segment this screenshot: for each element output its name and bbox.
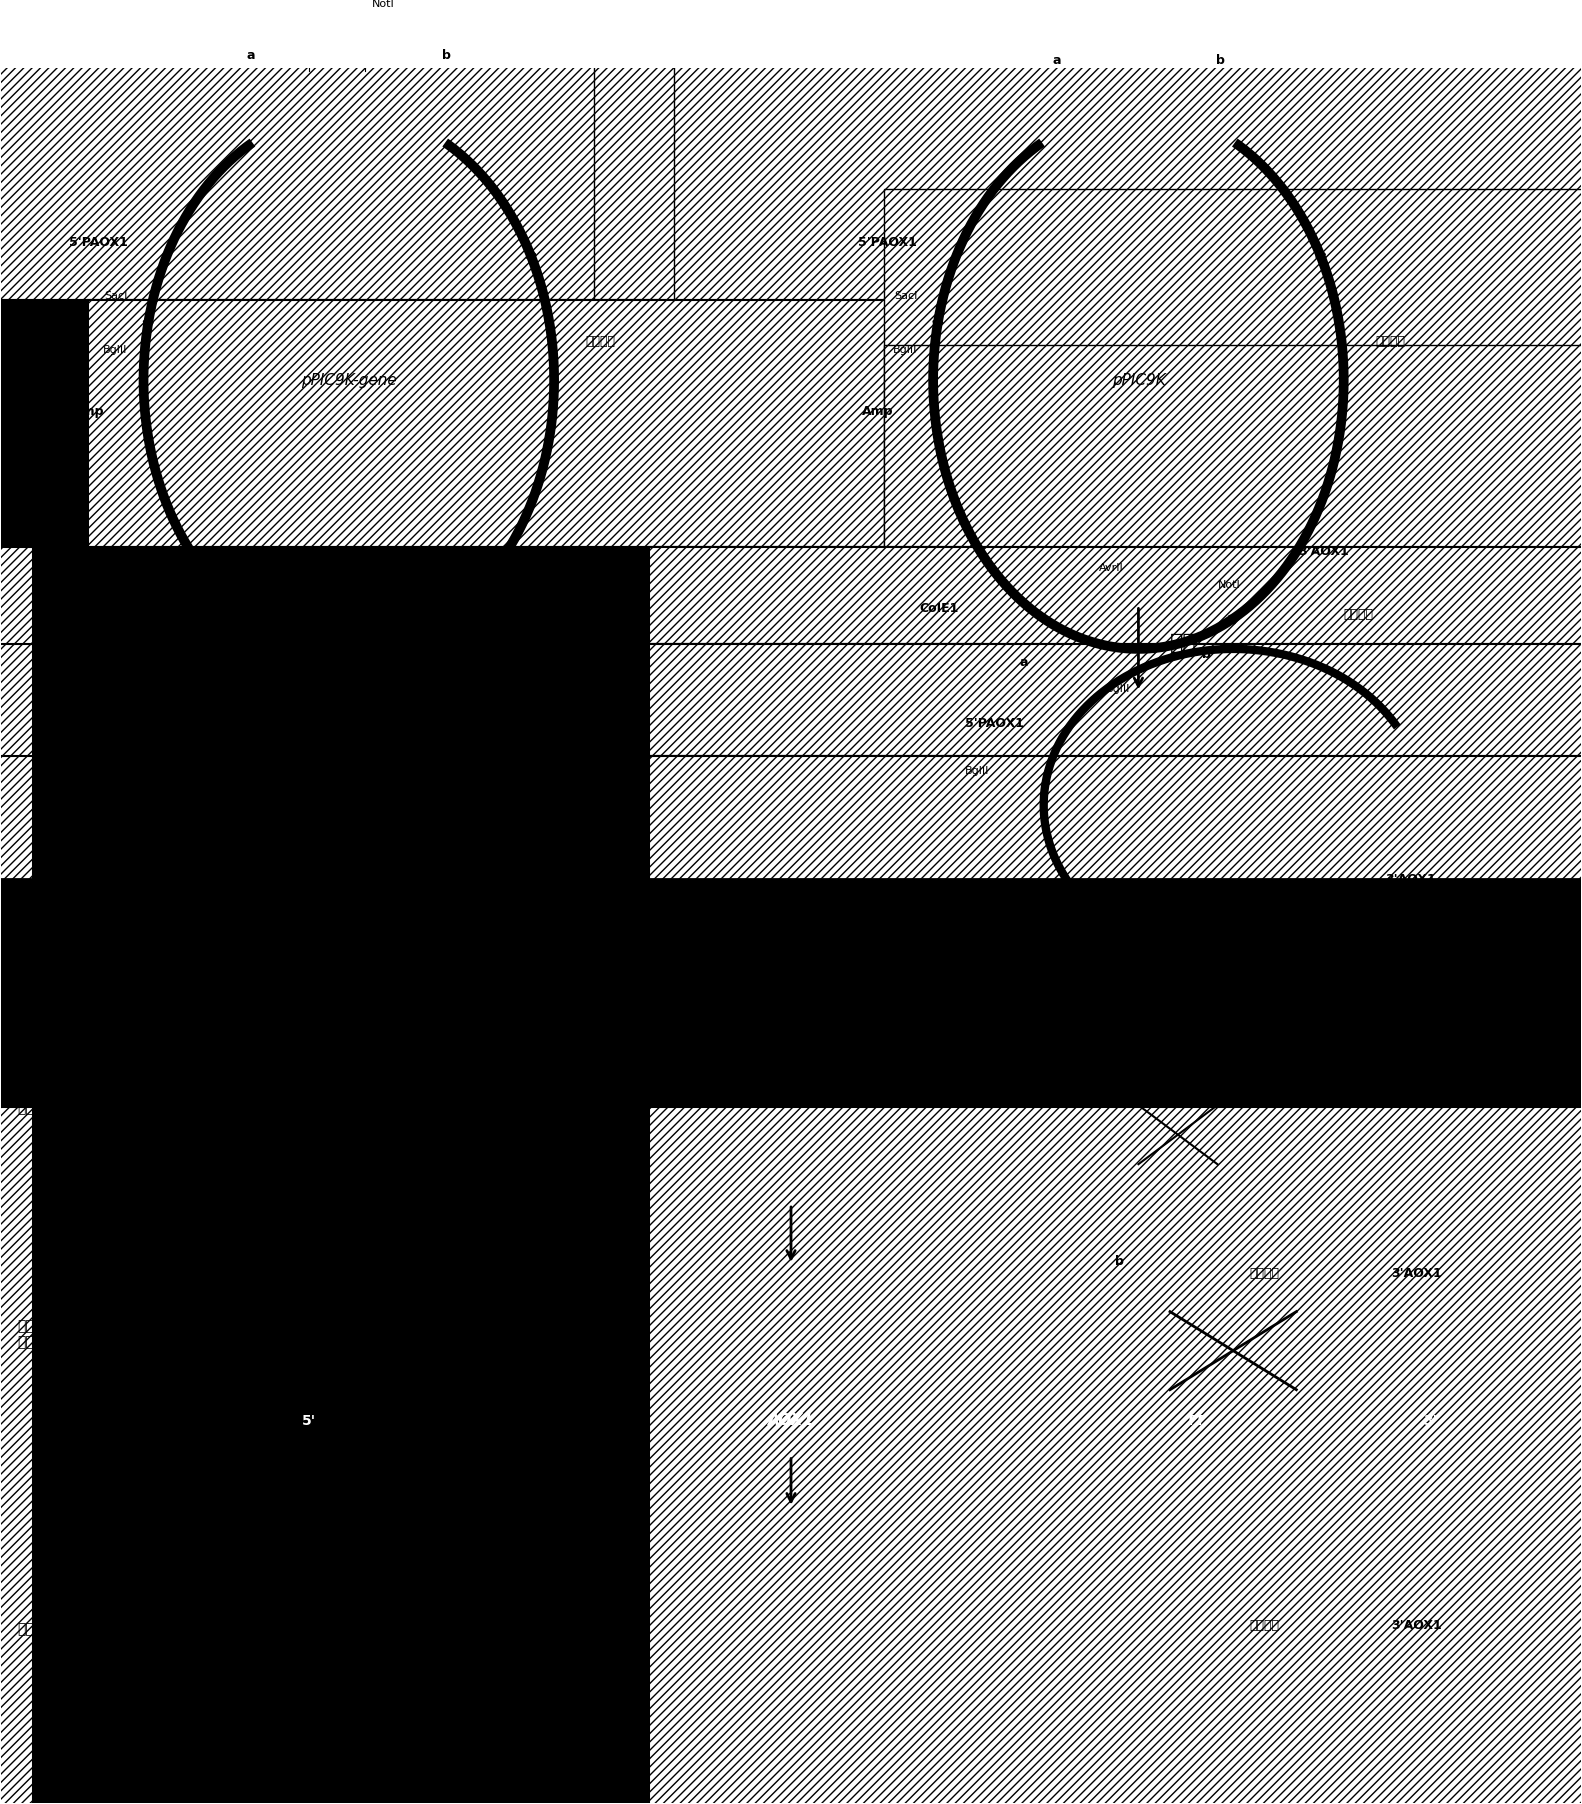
FancyBboxPatch shape	[0, 987, 1582, 1804]
Text: a: a	[247, 49, 255, 61]
Text: BglII: BglII	[965, 767, 989, 776]
FancyBboxPatch shape	[0, 299, 1036, 1380]
Text: 5': 5'	[302, 1414, 315, 1429]
Text: a: a	[89, 792, 98, 806]
Text: a: a	[498, 1256, 508, 1268]
Text: 5'Pᴀᴏˣ₁: 5'Pᴀᴏˣ₁	[302, 1618, 342, 1627]
Text: 3'AOX1: 3'AOX1	[1384, 873, 1435, 886]
Text: b: b	[1217, 54, 1224, 67]
Text: Amp: Amp	[862, 404, 894, 419]
FancyBboxPatch shape	[0, 547, 981, 1625]
Text: SacI: SacI	[104, 290, 128, 301]
Text: b: b	[1115, 1043, 1123, 1055]
Text: 3'AOX1: 3'AOX1	[1297, 545, 1349, 557]
Text: pPIC9K-gene: pPIC9K-gene	[301, 372, 397, 388]
Text: 筛选标记: 筛选标记	[1375, 336, 1405, 348]
Text: 质粒片段与酵母
基因组同源重组: 质粒片段与酵母 基因组同源重组	[17, 1319, 76, 1349]
Text: b: b	[443, 49, 451, 61]
Text: NotI: NotI	[372, 0, 396, 9]
Text: AvrII: AvrII	[1099, 563, 1123, 574]
Text: b: b	[1202, 648, 1210, 660]
Text: BglII: BglII	[103, 345, 128, 355]
Text: Amp: Amp	[73, 404, 104, 419]
Text: 5'Pᴀᴏˣ₁: 5'Pᴀᴏˣ₁	[302, 1268, 342, 1279]
Text: pPIC9K: pPIC9K	[1112, 372, 1166, 388]
Text: TT: TT	[1186, 1414, 1205, 1429]
Text: 易错PCR产物: 易错PCR产物	[337, 879, 408, 893]
Text: 易错PCR: 易错PCR	[427, 718, 495, 736]
Text: 重组酵母基因组: 重组酵母基因组	[17, 1622, 76, 1636]
Text: BglII: BglII	[316, 684, 340, 695]
FancyBboxPatch shape	[0, 299, 657, 1380]
Text: 3': 3'	[1422, 1414, 1436, 1429]
FancyBboxPatch shape	[89, 299, 1139, 1380]
FancyBboxPatch shape	[0, 756, 981, 1804]
FancyBboxPatch shape	[0, 0, 799, 655]
Text: CoIE1: CoIE1	[919, 603, 959, 615]
FancyBboxPatch shape	[884, 345, 1582, 1422]
FancyBboxPatch shape	[33, 1108, 1582, 1804]
Text: 共转化酵母宿主菌: 共转化酵母宿主菌	[744, 938, 838, 956]
Text: 筛选标记: 筛选标记	[1248, 1266, 1278, 1281]
FancyBboxPatch shape	[0, 879, 1582, 1804]
Text: CoIE1: CoIE1	[130, 603, 169, 615]
Text: 3'AOX1: 3'AOX1	[1391, 1620, 1441, 1633]
Text: AOX1: AOX1	[767, 1414, 815, 1429]
Text: 3'AOX1: 3'AOX1	[508, 545, 558, 557]
FancyBboxPatch shape	[33, 644, 1582, 1723]
FancyBboxPatch shape	[649, 644, 1582, 1723]
Text: 5'PAOX1: 5'PAOX1	[965, 716, 1024, 731]
Text: a: a	[498, 1043, 508, 1055]
FancyBboxPatch shape	[649, 756, 1582, 1804]
Text: 5'PAOX1: 5'PAOX1	[70, 236, 128, 249]
FancyBboxPatch shape	[33, 547, 1582, 1625]
Text: 3'AOX1: 3'AOX1	[1391, 1266, 1441, 1281]
Text: a: a	[1052, 54, 1060, 67]
Text: a: a	[1020, 657, 1028, 669]
FancyBboxPatch shape	[33, 756, 1582, 1804]
Text: 5'Pᴀᴏˣ₁: 5'Pᴀᴏˣ₁	[274, 1106, 313, 1117]
Text: 易错PCR产物与
质粒片段同源重组: 易错PCR产物与 质粒片段同源重组	[17, 1084, 90, 1115]
Text: 5'PAOX1: 5'PAOX1	[859, 236, 918, 249]
FancyBboxPatch shape	[674, 0, 1582, 651]
Text: NotI: NotI	[1218, 581, 1240, 590]
Text: 筛选标记: 筛选标记	[1248, 1620, 1278, 1633]
FancyBboxPatch shape	[0, 0, 911, 655]
FancyBboxPatch shape	[0, 644, 981, 1723]
FancyBboxPatch shape	[649, 1108, 1582, 1804]
FancyBboxPatch shape	[0, 0, 851, 655]
Text: BglII: BglII	[1202, 969, 1226, 980]
Text: 筛选标记: 筛选标记	[1343, 608, 1373, 621]
Text: b: b	[1115, 1256, 1123, 1268]
FancyBboxPatch shape	[0, 1108, 981, 1804]
Text: 酶切: 酶切	[1171, 633, 1196, 653]
Text: 筛选标记: 筛选标记	[1248, 1059, 1278, 1072]
Text: b: b	[641, 792, 650, 806]
FancyBboxPatch shape	[884, 189, 1582, 1265]
Text: BglII: BglII	[1106, 684, 1130, 695]
Text: 3'AOX1: 3'AOX1	[1391, 1059, 1441, 1072]
Text: 筛选标记: 筛选标记	[585, 336, 615, 348]
Text: SacI: SacI	[894, 290, 918, 301]
Text: BglII: BglII	[892, 345, 918, 355]
FancyBboxPatch shape	[593, 0, 1582, 651]
FancyBboxPatch shape	[649, 547, 1582, 1625]
